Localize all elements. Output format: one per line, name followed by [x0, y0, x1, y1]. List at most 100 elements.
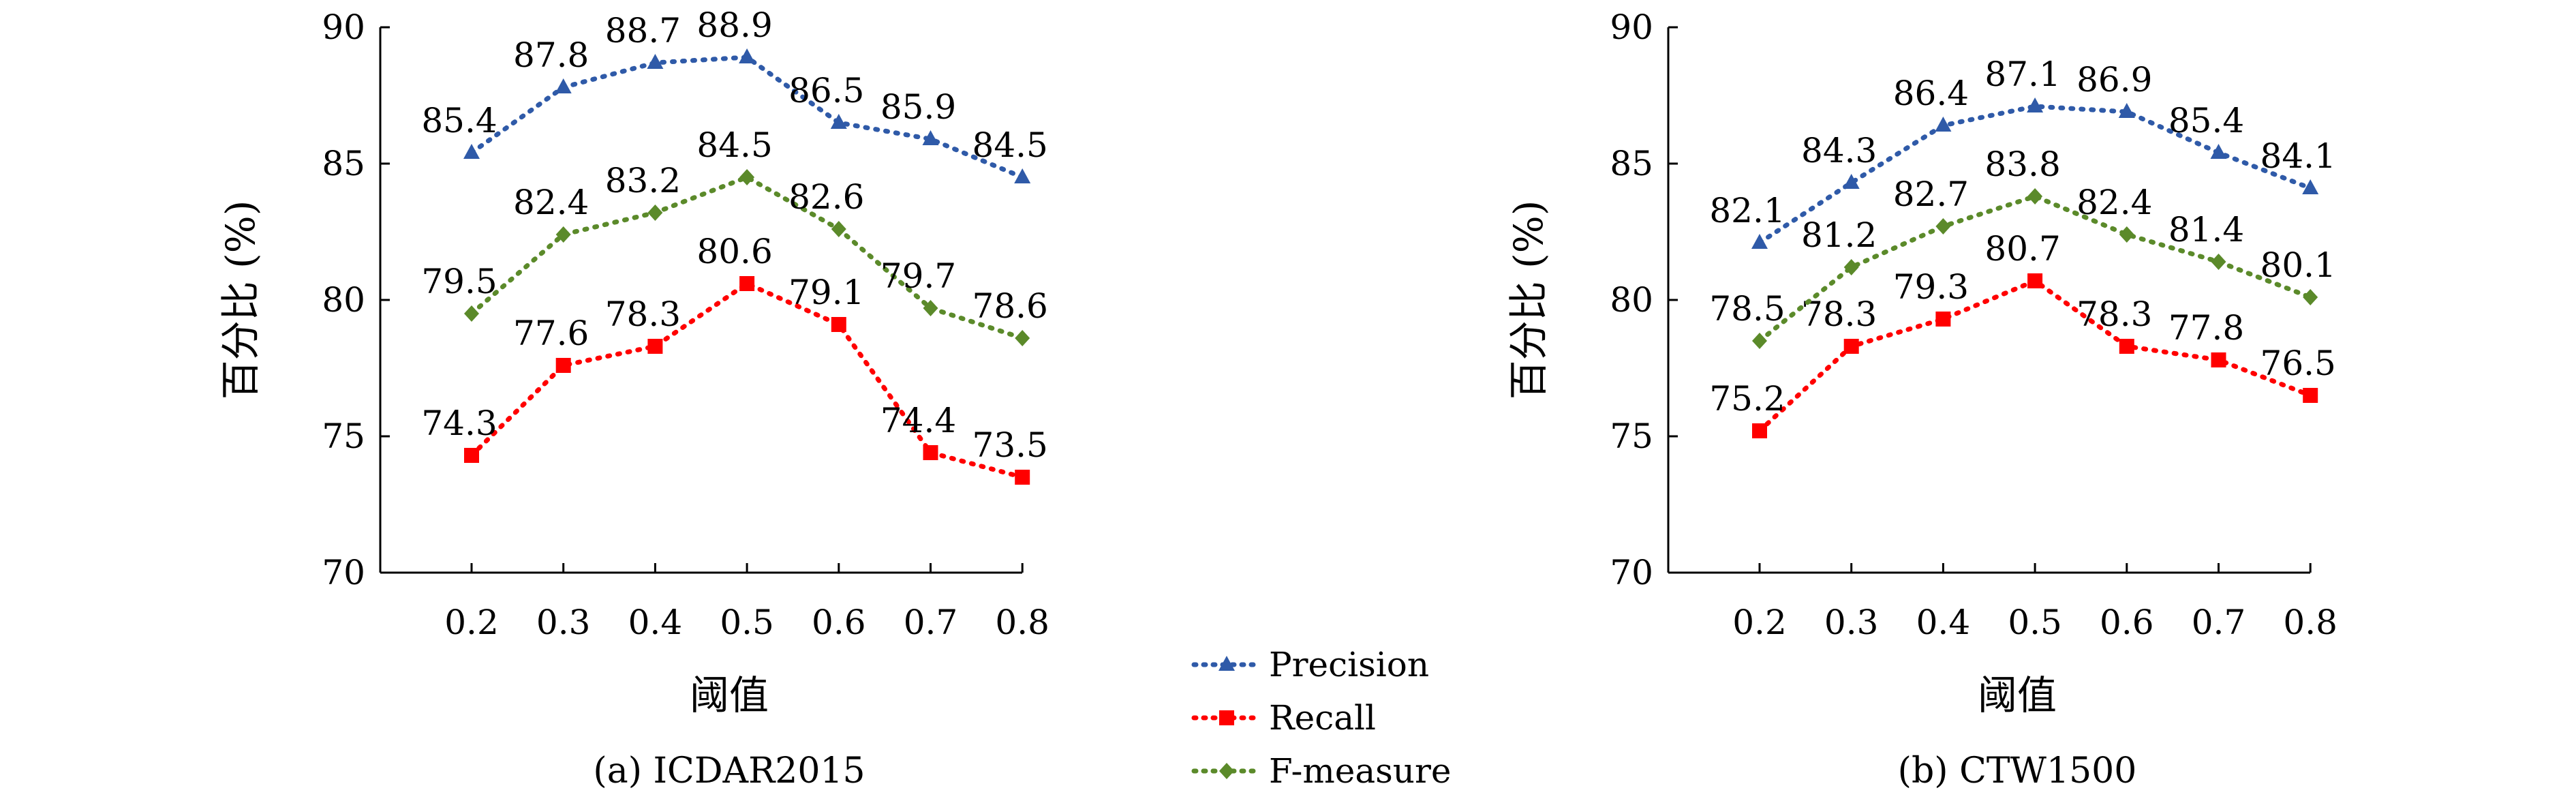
- data-point: [2118, 103, 2135, 118]
- x-tick-label: 0.8: [995, 603, 1049, 642]
- x-tick-label: 0.2: [444, 603, 499, 642]
- data-label: 80.6: [696, 232, 772, 271]
- data-label: 80.7: [1984, 229, 2060, 269]
- x-tick-label: 0.8: [2283, 603, 2337, 642]
- series-precision: 85.4 87.8 88.7 88.9 86.5 85.9 84.5: [421, 5, 1048, 183]
- data-point: [2027, 97, 2044, 112]
- legend-item-precision: Precision: [1191, 645, 1429, 684]
- legend-label: Recall: [1269, 698, 1376, 738]
- data-label: 78.3: [2076, 294, 2152, 334]
- data-label: 79.1: [788, 273, 864, 312]
- data-point: [555, 358, 571, 373]
- chart-ctw1500: 70 75 80 85 90 0.2 0.3 0.4 0.5 0.6 0.7 0.8 阈值 百分比 (%)…: [1505, 7, 2337, 791]
- data-label: 78.5: [1709, 289, 1785, 329]
- y-axis-title: 百分比 (%): [1505, 200, 1552, 400]
- data-label: 81.2: [1801, 215, 1877, 255]
- data-label: 84.5: [696, 125, 772, 165]
- data-label: 86.5: [788, 71, 864, 110]
- data-label: 78.6: [972, 286, 1048, 326]
- data-label: 75.2: [1709, 379, 1785, 419]
- data-point: [2303, 289, 2318, 305]
- data-label: 74.3: [421, 404, 497, 443]
- data-point: [1843, 174, 1860, 189]
- legend-marker: [1219, 710, 1234, 725]
- y-tick-label: 70: [1610, 553, 1653, 592]
- data-label: 83.8: [1984, 145, 2060, 184]
- data-label: 79.5: [421, 262, 497, 301]
- data-label: 79.3: [1893, 267, 1969, 307]
- data-point: [2302, 179, 2319, 194]
- x-tick-label: 0.4: [1916, 603, 1971, 642]
- series-f-measure: 78.5 81.2 82.7 83.8 82.4 81.4 80.1: [1709, 145, 2336, 349]
- data-point: [2211, 254, 2226, 270]
- data-label: 77.8: [2168, 308, 2244, 348]
- y-axis-title: 百分比 (%): [217, 200, 264, 400]
- data-point: [831, 317, 846, 332]
- data-point: [739, 276, 755, 291]
- data-label: 85.9: [880, 87, 956, 127]
- legend: Precision Recall F-measure: [1191, 645, 1452, 791]
- data-point: [1752, 423, 1767, 438]
- data-point: [1751, 234, 1768, 249]
- data-label: 84.5: [972, 125, 1048, 165]
- data-label: 86.9: [2076, 60, 2152, 100]
- data-point: [1843, 339, 1859, 354]
- data-point: [831, 221, 846, 237]
- data-label: 87.1: [1984, 55, 2060, 94]
- y-tick-label: 70: [322, 553, 365, 592]
- data-point: [1015, 470, 1030, 485]
- data-point: [1935, 117, 1952, 132]
- data-point: [2027, 188, 2043, 205]
- data-label: 85.4: [421, 101, 497, 140]
- legend-item-recall: Recall: [1191, 698, 1376, 738]
- data-point: [555, 78, 572, 93]
- subfigure-caption: (b) CTW1500: [1898, 751, 2137, 791]
- data-point: [647, 205, 663, 221]
- data-point: [1843, 259, 1859, 275]
- data-point: [1015, 330, 1030, 346]
- data-label: 83.2: [605, 161, 681, 200]
- data-point: [647, 54, 664, 69]
- data-label: 85.4: [2168, 101, 2244, 140]
- legend-marker: [1218, 656, 1235, 671]
- data-point: [2210, 144, 2227, 159]
- x-tick-label: 0.7: [904, 603, 958, 642]
- data-point: [464, 305, 479, 322]
- data-point: [739, 169, 755, 185]
- data-point: [2303, 388, 2318, 403]
- x-tick-label: 0.6: [2100, 603, 2154, 642]
- data-point: [1752, 333, 1767, 349]
- data-point: [923, 300, 938, 316]
- data-label: 81.4: [2168, 210, 2244, 250]
- y-tick-label: 75: [1610, 417, 1653, 456]
- x-tick-label: 0.5: [720, 603, 774, 642]
- data-point: [2119, 226, 2134, 243]
- y-tick-label: 80: [1610, 280, 1653, 320]
- data-label: 77.6: [513, 314, 589, 353]
- y-tick-label: 85: [322, 144, 365, 183]
- data-point: [1935, 218, 1951, 235]
- data-label: 80.1: [2260, 245, 2336, 285]
- data-point: [2027, 273, 2043, 288]
- data-point: [1014, 168, 1031, 183]
- chart-icdar2015: 70 75 80 85 90 0.2 0.3 0.4 0.5 0.6 0.7 0.8 阈值 百分比 (%)…: [217, 5, 1049, 791]
- data-point: [830, 114, 847, 129]
- series-recall: 75.2 78.3 79.3 80.7 78.3 77.8 76.5: [1709, 229, 2336, 438]
- series-precision: 82.1 84.3 86.4 87.1 86.9 85.4 84.1: [1709, 55, 2336, 249]
- data-label: 82.6: [788, 177, 864, 217]
- data-label: 74.4: [880, 401, 956, 440]
- x-tick-label: 0.4: [628, 603, 683, 642]
- data-point: [2211, 352, 2226, 367]
- data-label: 78.3: [605, 294, 681, 334]
- data-point: [923, 445, 938, 460]
- x-tick-label: 0.3: [1824, 603, 1879, 642]
- legend-label: Precision: [1269, 645, 1429, 684]
- subfigure-caption: (a) ICDAR2015: [593, 751, 865, 791]
- data-point: [922, 130, 939, 145]
- legend-marker: [1219, 763, 1234, 779]
- data-point: [555, 226, 571, 243]
- data-label: 88.7: [605, 11, 681, 50]
- data-label: 76.5: [2260, 344, 2336, 383]
- data-label: 78.3: [1801, 294, 1877, 334]
